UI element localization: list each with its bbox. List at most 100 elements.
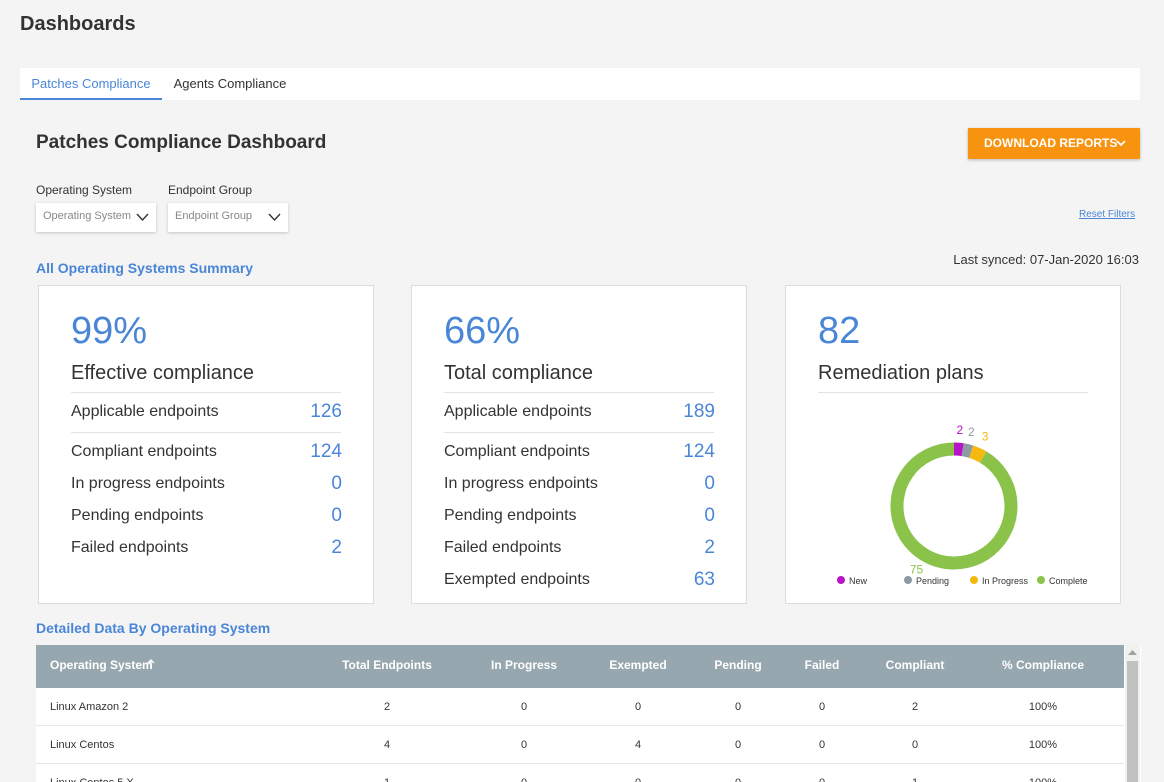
table-cell: Linux Amazon 2 <box>50 701 129 713</box>
metric-label: Compliant endpoints <box>71 443 217 460</box>
metric-label: Failed endpoints <box>71 539 189 556</box>
table-cell: Linux Centos 5.X <box>50 777 134 782</box>
legend-label: In Progress <box>982 576 1029 586</box>
separator <box>444 432 714 433</box>
column-header[interactable]: Compliant <box>885 658 945 672</box>
donut-label: 3 <box>982 430 989 444</box>
dropdown[interactable]: Endpoint Group <box>168 203 288 232</box>
metric-value: 63 <box>693 569 715 590</box>
metric-label: Failed endpoints <box>444 539 562 556</box>
metric-value: 0 <box>331 473 342 494</box>
donut-segment <box>890 442 1018 570</box>
scroll-thumb[interactable] <box>1127 661 1138 782</box>
big-number: 82 <box>818 310 861 352</box>
metric-value: 0 <box>704 505 715 526</box>
legend-swatch <box>970 576 978 584</box>
metric-label: Exempted endpoints <box>444 571 590 588</box>
metric-value: 126 <box>310 401 342 422</box>
tab[interactable]: Agents Compliance <box>173 76 287 91</box>
metric-label: Applicable endpoints <box>444 403 592 420</box>
row-divider <box>36 763 1124 764</box>
row-divider <box>36 725 1124 726</box>
scroll-arrow[interactable] <box>1128 649 1137 655</box>
legend-label: New <box>849 576 868 586</box>
filter-label: Operating System <box>36 183 133 197</box>
table-cell: 100% <box>1028 739 1058 751</box>
table-cell: 0 <box>734 701 742 713</box>
sort-arrow[interactable] <box>147 659 155 669</box>
metric-label: Pending endpoints <box>71 507 204 524</box>
column-header[interactable]: Exempted <box>609 658 667 672</box>
reset-link[interactable]: Reset Filters <box>1079 209 1136 220</box>
metric-value: 189 <box>683 401 715 422</box>
separator <box>818 392 1088 393</box>
scrollbar[interactable] <box>1125 645 1140 782</box>
table-cell: 0 <box>520 739 528 751</box>
legend-swatch <box>837 576 845 584</box>
card-label: Total compliance <box>444 362 593 384</box>
metric-label: Applicable endpoints <box>71 403 219 420</box>
big-number: 66% <box>444 310 521 352</box>
table-cell: 100% <box>1029 777 1057 782</box>
section-title: Detailed Data By Operating System <box>36 620 271 636</box>
donut-label: 2 <box>956 423 963 437</box>
metric-label: Compliant endpoints <box>444 443 590 460</box>
dropdown-placeholder: Endpoint Group <box>175 210 253 222</box>
metric-value: 2 <box>704 537 715 558</box>
column-header[interactable]: In Progress <box>490 658 558 672</box>
table-cell: 1 <box>384 777 390 782</box>
donut-label: 75 <box>910 563 924 577</box>
table-cell: 2 <box>911 701 919 713</box>
tab[interactable]: Patches Compliance <box>20 68 162 100</box>
column-header[interactable]: Failed <box>804 658 840 672</box>
table-cell: 4 <box>634 739 642 751</box>
donut-segment <box>961 443 974 458</box>
card-label: Remediation plans <box>818 362 984 384</box>
column-header[interactable]: Pending <box>714 658 762 672</box>
chevron <box>1116 140 1126 147</box>
column-header[interactable]: Total Endpoints <box>342 658 432 672</box>
separator <box>71 432 341 433</box>
table-cell: 1 <box>912 777 918 782</box>
table-cell: 0 <box>911 739 919 751</box>
separator <box>71 392 341 393</box>
dropdown-placeholder: Operating System <box>43 210 132 222</box>
metric-value: 0 <box>331 505 342 526</box>
tab-bar <box>20 68 1140 100</box>
table-cell: 0 <box>635 777 641 782</box>
button-label: DOWNLOAD REPORTS <box>984 136 1118 150</box>
table-cell: 0 <box>735 777 741 782</box>
last-synced: Last synced: 07-Jan-2020 16:03 <box>953 252 1139 267</box>
donut-segment <box>969 445 987 463</box>
table-cell: 2 <box>383 701 391 713</box>
donut-label: 2 <box>968 425 975 439</box>
card-label: Effective compliance <box>71 362 255 384</box>
big-number: 99% <box>71 310 148 352</box>
dashboard-title: Patches Compliance Dashboard <box>36 132 327 153</box>
table-cell: Linux Centos <box>50 739 115 751</box>
dropdown[interactable]: Operating System <box>36 203 156 232</box>
column-header[interactable]: % Compliance <box>1001 658 1085 672</box>
metric-value: 124 <box>683 441 715 462</box>
table-cell: 0 <box>818 701 826 713</box>
metric-label: In progress endpoints <box>444 475 598 492</box>
column-header[interactable]: Operating System <box>50 658 153 672</box>
metric-value: 2 <box>331 537 342 558</box>
filter-label: Endpoint Group <box>168 183 253 197</box>
chevron <box>268 213 281 222</box>
metric-value: 124 <box>310 441 342 462</box>
legend-label: Complete <box>1049 576 1088 586</box>
download-button[interactable]: DOWNLOAD REPORTS <box>968 128 1140 159</box>
metric-label: Pending endpoints <box>444 507 577 524</box>
table-header <box>36 645 1124 688</box>
table-cell: 0 <box>818 739 826 751</box>
table-cell: 0 <box>520 701 528 713</box>
table-cell: 0 <box>819 777 825 782</box>
legend-swatch <box>1037 576 1045 584</box>
table-cell: 100% <box>1028 701 1058 713</box>
remediation-card: 82 Remediation plans 2 2 3 75 New Pending In P… <box>785 285 1121 604</box>
section-title: All Operating Systems Summary <box>36 260 254 276</box>
metric-value: 0 <box>704 473 715 494</box>
